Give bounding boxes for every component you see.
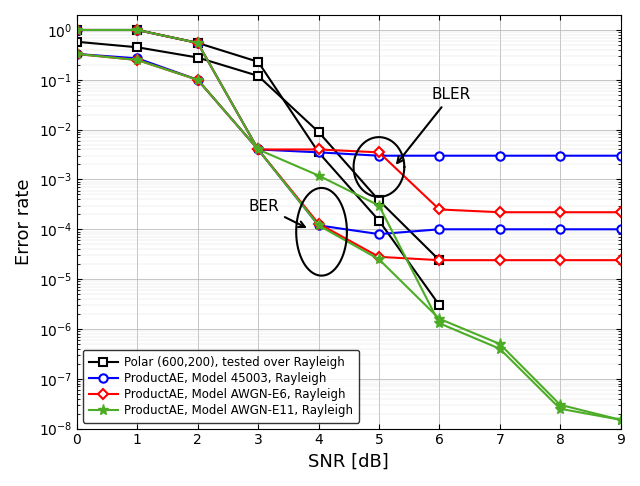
ProductAE, Model 45003, Rayleigh	[375, 153, 383, 158]
ProductAE, Model AWGN-E11, Rayleigh	[496, 346, 504, 352]
ProductAE, Model AWGN-E11, Rayleigh	[315, 173, 323, 178]
Text: BLER: BLER	[397, 87, 471, 163]
ProductAE, Model AWGN-E11, Rayleigh	[194, 77, 202, 83]
ProductAE, Model AWGN-E11, Rayleigh	[73, 51, 81, 57]
ProductAE, Model AWGN-E6, Rayleigh	[254, 147, 262, 153]
ProductAE, Model AWGN-E6, Rayleigh	[375, 149, 383, 155]
ProductAE, Model AWGN-E6, Rayleigh	[134, 57, 141, 63]
ProductAE, Model AWGN-E6, Rayleigh	[194, 77, 202, 83]
ProductAE, Model AWGN-E6, Rayleigh	[315, 147, 323, 153]
ProductAE, Model 45003, Rayleigh	[315, 149, 323, 155]
ProductAE, Model 45003, Rayleigh	[254, 147, 262, 153]
ProductAE, Model AWGN-E11, Rayleigh	[556, 406, 564, 412]
Y-axis label: Error rate: Error rate	[15, 178, 33, 265]
Line: ProductAE, Model 45003, Rayleigh: ProductAE, Model 45003, Rayleigh	[73, 50, 625, 160]
X-axis label: SNR [dB]: SNR [dB]	[308, 453, 389, 471]
Line: Polar (600,200), tested over Rayleigh: Polar (600,200), tested over Rayleigh	[73, 37, 444, 264]
ProductAE, Model AWGN-E6, Rayleigh	[556, 209, 564, 215]
Polar (600,200), tested over Rayleigh	[375, 197, 383, 203]
Text: BER: BER	[249, 199, 305, 227]
Legend: Polar (600,200), tested over Rayleigh, ProductAE, Model 45003, Rayleigh, Product: Polar (600,200), tested over Rayleigh, P…	[83, 350, 359, 423]
ProductAE, Model AWGN-E11, Rayleigh	[254, 147, 262, 153]
Line: ProductAE, Model AWGN-E6, Rayleigh: ProductAE, Model AWGN-E6, Rayleigh	[74, 51, 624, 216]
ProductAE, Model 45003, Rayleigh	[73, 51, 81, 57]
ProductAE, Model 45003, Rayleigh	[134, 55, 141, 61]
ProductAE, Model AWGN-E11, Rayleigh	[435, 320, 443, 326]
Polar (600,200), tested over Rayleigh	[73, 39, 81, 45]
ProductAE, Model 45003, Rayleigh	[435, 153, 443, 158]
ProductAE, Model 45003, Rayleigh	[556, 153, 564, 158]
ProductAE, Model AWGN-E11, Rayleigh	[617, 417, 625, 423]
ProductAE, Model AWGN-E6, Rayleigh	[73, 51, 81, 57]
ProductAE, Model AWGN-E6, Rayleigh	[435, 207, 443, 212]
ProductAE, Model 45003, Rayleigh	[496, 153, 504, 158]
ProductAE, Model AWGN-E6, Rayleigh	[496, 209, 504, 215]
Line: ProductAE, Model AWGN-E11, Rayleigh: ProductAE, Model AWGN-E11, Rayleigh	[71, 49, 626, 425]
ProductAE, Model AWGN-E11, Rayleigh	[134, 57, 141, 63]
ProductAE, Model 45003, Rayleigh	[617, 153, 625, 158]
Polar (600,200), tested over Rayleigh	[435, 257, 443, 263]
Polar (600,200), tested over Rayleigh	[134, 44, 141, 50]
ProductAE, Model AWGN-E11, Rayleigh	[375, 203, 383, 208]
ProductAE, Model 45003, Rayleigh	[194, 77, 202, 83]
Polar (600,200), tested over Rayleigh	[254, 73, 262, 79]
ProductAE, Model AWGN-E6, Rayleigh	[617, 209, 625, 215]
Polar (600,200), tested over Rayleigh	[194, 54, 202, 60]
Polar (600,200), tested over Rayleigh	[315, 129, 323, 135]
